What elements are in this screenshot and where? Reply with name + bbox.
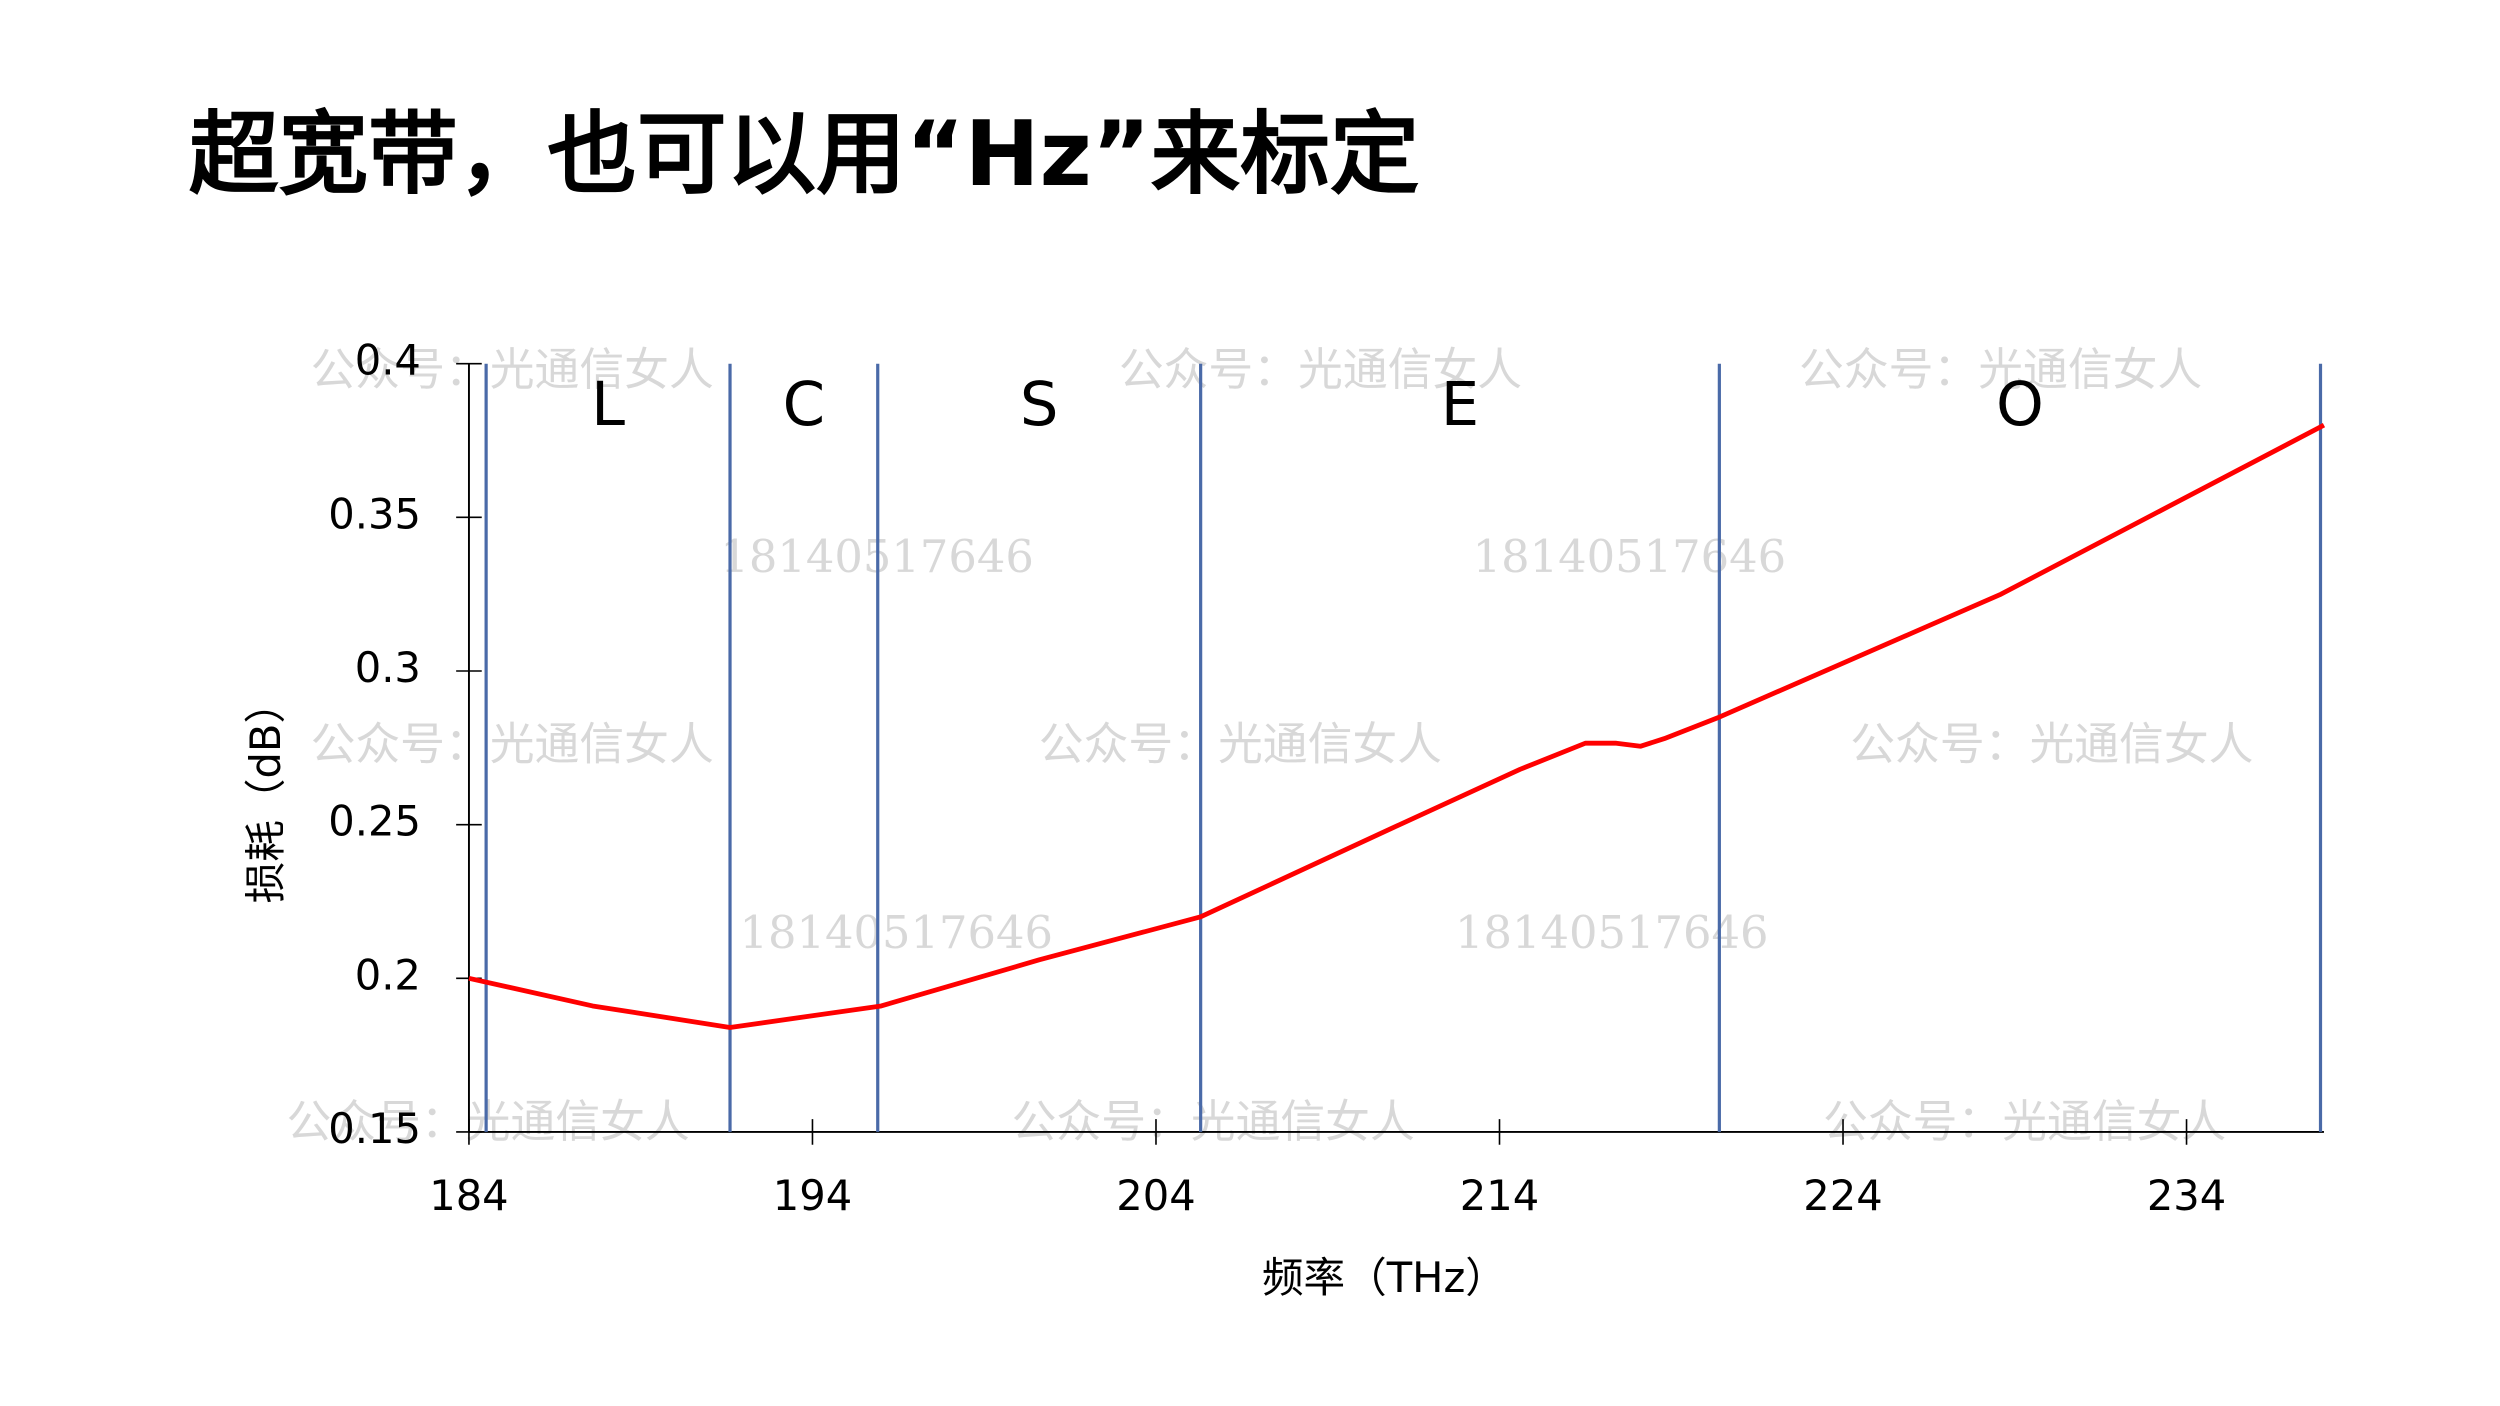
x-axis-label: 频率（THz） [1262,1253,1507,1302]
band-label: E [1441,370,1479,440]
watermark: 公众号：光通信女人 [287,1095,690,1148]
band-label: C [783,370,825,440]
watermark: 18140517646 [740,906,1054,959]
watermark: 公众号：光通信女人 [311,343,714,396]
watermark: 18140517646 [1473,530,1787,583]
y-tick-label: 0.25 [328,797,421,846]
line-series [468,423,2326,1030]
y-axis-label: 损耗（dB） [241,682,290,903]
watermark: 公众号：光通信女人 [1012,1095,1415,1148]
band-label: S [1020,370,1059,440]
x-tick-label: 184 [429,1171,508,1220]
x-tick-label: 204 [1116,1171,1195,1220]
y-tick-label: 0.15 [328,1104,421,1153]
watermark: 公众号：光通信女人 [1850,717,2253,770]
x-tick-label: 194 [773,1171,852,1220]
watermark: 公众号：光通信女人 [1119,343,1522,396]
x-tick-label: 214 [1460,1171,1539,1220]
watermark: 18140517646 [1455,906,1769,959]
y-tick-label: 0.4 [355,336,421,385]
x-tick-label: 224 [1803,1171,1882,1220]
band-label: L [591,370,625,440]
band-label: O [1996,370,2044,440]
y-tick-label: 0.2 [355,950,421,999]
chart-title: 超宽带，也可以用“Hz”来标定 [189,103,1420,207]
x-tick-label: 234 [2147,1171,2226,1220]
watermark: 公众号：光通信女人 [1039,717,1442,770]
watermark: 公众号：光通信女人 [1799,343,2202,396]
y-tick-label: 0.35 [328,489,421,538]
watermark: 公众号：光通信女人 [1823,1095,2226,1148]
y-tick-label: 0.3 [355,643,421,692]
watermark: 公众号：光通信女人 [311,717,714,770]
